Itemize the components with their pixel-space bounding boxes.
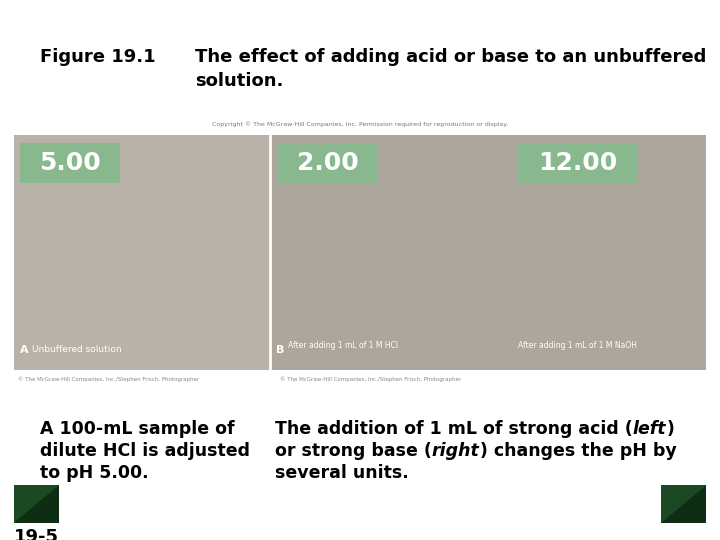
- Text: A: A: [20, 345, 29, 355]
- Text: 5.00: 5.00: [39, 151, 101, 175]
- Bar: [20, 143, 120, 183]
- Bar: [270, 135, 706, 370]
- Text: 19-5: 19-5: [14, 528, 59, 540]
- Text: right: right: [432, 442, 480, 460]
- Polygon shape: [661, 485, 706, 523]
- Text: Copyright © The McGraw-Hill Companies, Inc. Permission required for reproduction: Copyright © The McGraw-Hill Companies, I…: [212, 122, 508, 127]
- Text: After adding 1 mL of 1 M HCl: After adding 1 mL of 1 M HCl: [288, 341, 398, 350]
- Text: 2.00: 2.00: [297, 151, 359, 175]
- Bar: [278, 143, 378, 183]
- Text: © The McGraw-Hill Companies, Inc./Stephen Frisch, Photographer: © The McGraw-Hill Companies, Inc./Stephe…: [280, 376, 462, 382]
- Bar: [518, 143, 638, 183]
- Text: Unbuffered solution: Unbuffered solution: [32, 346, 122, 354]
- Text: After adding 1 mL of 1 M NaOH: After adding 1 mL of 1 M NaOH: [518, 341, 637, 350]
- Text: B: B: [276, 345, 284, 355]
- Text: solution.: solution.: [195, 72, 284, 90]
- Text: The addition of 1 mL of strong acid (: The addition of 1 mL of strong acid (: [275, 420, 633, 438]
- Text: to pH 5.00.: to pH 5.00.: [40, 464, 148, 482]
- Bar: [661, 485, 706, 523]
- Text: 12.00: 12.00: [539, 151, 618, 175]
- Text: Figure 19.1: Figure 19.1: [40, 48, 156, 66]
- Polygon shape: [14, 485, 59, 523]
- Text: The effect of adding acid or base to an unbuffered: The effect of adding acid or base to an …: [195, 48, 706, 66]
- Text: © The McGraw-Hill Companies, Inc./Stephen Frisch, Photographer: © The McGraw-Hill Companies, Inc./Stephe…: [18, 376, 199, 382]
- Text: ) changes the pH by: ) changes the pH by: [480, 442, 676, 460]
- Bar: [14, 135, 270, 370]
- Bar: [14, 485, 59, 523]
- Text: left: left: [633, 420, 666, 438]
- Text: or strong base (: or strong base (: [275, 442, 432, 460]
- Text: several units.: several units.: [275, 464, 409, 482]
- Text: A 100-mL sample of: A 100-mL sample of: [40, 420, 235, 438]
- Text: ): ): [666, 420, 674, 438]
- Text: dilute HCl is adjusted: dilute HCl is adjusted: [40, 442, 250, 460]
